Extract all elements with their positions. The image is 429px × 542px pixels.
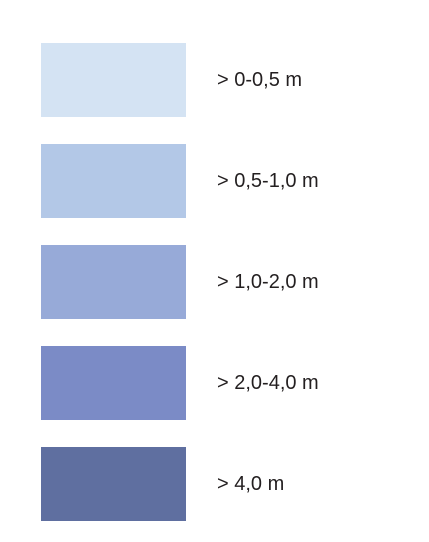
legend-item-2.0-4.0m: > 2,0-4,0 m <box>41 346 401 420</box>
legend-item-1.0-2.0m: > 1,0-2,0 m <box>41 245 401 319</box>
legend-label: > 1,0-2,0 m <box>217 271 319 293</box>
legend-item-over-4.0m: > 4,0 m <box>41 447 401 521</box>
legend-swatch <box>41 144 186 218</box>
legend-item-0.5-1.0m: > 0,5-1,0 m <box>41 144 401 218</box>
legend-label: > 2,0-4,0 m <box>217 372 319 394</box>
legend-swatch <box>41 346 186 420</box>
legend-swatch <box>41 43 186 117</box>
legend-label: > 0,5-1,0 m <box>217 170 319 192</box>
legend-swatch <box>41 245 186 319</box>
legend-item-0-0.5m: > 0-0,5 m <box>41 43 401 117</box>
legend-label: > 0-0,5 m <box>217 69 303 91</box>
legend-label: > 4,0 m <box>217 473 285 495</box>
legend-swatch <box>41 447 186 521</box>
